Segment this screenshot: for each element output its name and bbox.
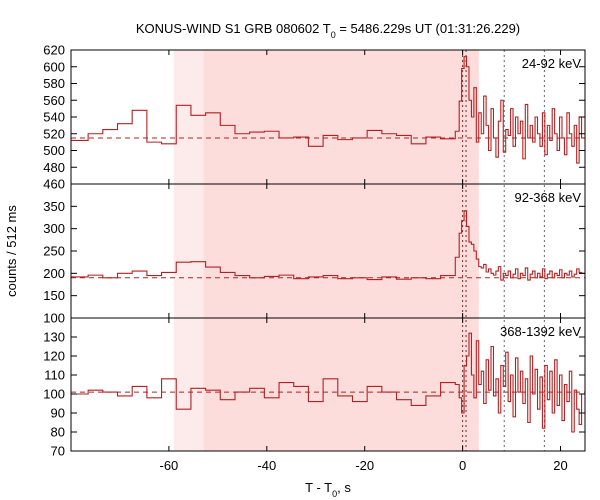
x-tick-label: -20 (355, 458, 374, 473)
y-tick-label: 350 (43, 199, 65, 214)
shaded-regions (173, 50, 479, 451)
y-tick-label: 130 (43, 330, 65, 345)
y-tick-label: 150 (43, 288, 65, 303)
y-tick-label: 110 (44, 368, 65, 383)
y-tick-label: 540 (43, 110, 65, 125)
y-tick-label: 200 (43, 266, 65, 281)
y-tick-label: 70 (51, 444, 65, 459)
x-axis: -60 -40 -20 0 20 (160, 458, 568, 473)
y-tick-label: 250 (43, 244, 65, 259)
y-tick-label: 80 (51, 425, 65, 440)
panel-frame (70, 317, 586, 452)
y-tick-label: 620 (43, 43, 65, 58)
shaded-region-background-main (203, 50, 479, 451)
y-axis-label: counts / 512 ms (4, 205, 19, 297)
y-tick-label: 480 (43, 160, 65, 175)
energy-band-label: 92-368 keV (515, 190, 582, 205)
x-tick-label: -60 (160, 458, 179, 473)
y-tick-label: 100 (43, 387, 65, 402)
y-tick-label: 460 (43, 177, 65, 192)
y-tick-label: 580 (43, 76, 65, 91)
y-tick-label: 120 (43, 349, 65, 364)
x-tick-label: -40 (257, 458, 276, 473)
y-tick-label: 600 (43, 59, 65, 74)
panel-368-1392-keV: 70 80 90 100 110 120 130 368-1392 keV (43, 317, 586, 459)
y-tick-label: 560 (43, 93, 65, 108)
x-tick-label: 20 (553, 458, 567, 473)
y-tick-label: 100 (43, 311, 65, 326)
energy-band-label: 368-1392 keV (500, 324, 581, 339)
energy-band-label: 24-92 keV (522, 56, 582, 71)
x-tick-label: 0 (459, 458, 466, 473)
chart-title: KONUS-WIND S1 GRB 080602 T0 = 5486.229s … (136, 21, 520, 40)
y-tick-label: 90 (51, 406, 65, 421)
count-series-24-92-keV (71, 56, 585, 164)
y-tick-label: 300 (43, 221, 65, 236)
count-series-92-368-keV (71, 210, 585, 281)
y-tick-label: 520 (43, 126, 65, 141)
x-axis-label: T - T0, s (305, 480, 351, 499)
y-tick-label: 500 (43, 143, 65, 158)
count-series-368-1392-keV (71, 332, 585, 433)
